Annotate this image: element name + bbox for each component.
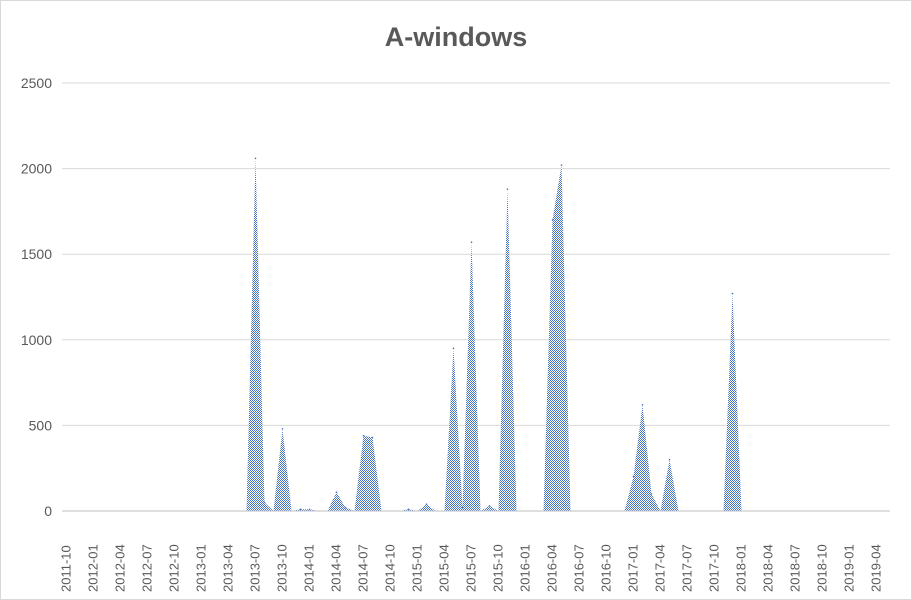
x-axis: 2011-10 2012-01 2012-04 2012-07 2012-10 2013-… [59, 510, 890, 592]
y-tick-label: 2500 [21, 75, 52, 91]
x-tick-label: 2013-07 [248, 544, 263, 592]
x-tick-label: 2014-01 [302, 544, 317, 592]
x-tick-label: 2017-07 [680, 544, 695, 592]
x-tick-label: 2015-10 [491, 544, 506, 592]
data-point [488, 505, 491, 507]
x-tick-label: 2016-07 [572, 544, 587, 592]
x-tick-label: 2016-01 [518, 544, 533, 592]
data-point [641, 404, 644, 406]
x-tick-label: 2013-10 [275, 544, 290, 592]
data-point [560, 164, 563, 166]
y-axis: 0 500 1000 1500 2000 2500 [21, 75, 52, 519]
data-point [362, 434, 365, 437]
x-tick-label: 2014-04 [329, 544, 344, 592]
series-area [66, 157, 886, 511]
x-tick-label: 2015-04 [437, 544, 452, 592]
y-tick-label: 1000 [21, 332, 52, 348]
series-area-path [66, 158, 886, 511]
data-point [731, 292, 734, 295]
x-tick-label: 2012-04 [113, 544, 128, 592]
data-point [650, 493, 653, 495]
y-tick-label: 1500 [21, 246, 52, 262]
data-point [299, 508, 302, 511]
x-tick-label: 2019-01 [842, 544, 857, 592]
data-point [452, 347, 455, 350]
gridlines [62, 82, 890, 426]
x-tick-label: 2018-04 [761, 544, 776, 592]
x-tick-label: 2011-10 [59, 545, 74, 592]
y-tick-label: 500 [29, 417, 53, 433]
data-point [254, 157, 257, 160]
x-tick-label: 2012-01 [86, 544, 101, 592]
x-tick-label: 2018-10 [815, 544, 830, 592]
data-point [407, 508, 410, 511]
data-point [308, 508, 311, 511]
data-point [425, 503, 428, 505]
y-tick-label: 2000 [21, 161, 52, 177]
data-point [335, 491, 338, 493]
x-tick-label: 2016-04 [545, 544, 560, 592]
x-tick-label: 2015-07 [464, 544, 479, 592]
data-point [461, 506, 464, 509]
data-point [506, 188, 509, 190]
data-point [344, 506, 347, 509]
x-tick-label: 2016-10 [599, 544, 614, 592]
data-point [470, 241, 473, 244]
x-tick-label: 2018-07 [788, 544, 803, 592]
x-tick-label: 2018-01 [734, 544, 749, 592]
x-tick-label: 2015-01 [410, 544, 425, 592]
y-tick-label: 0 [44, 503, 52, 519]
x-tick-label: 2014-07 [356, 544, 371, 592]
x-tick-label: 2013-01 [194, 544, 209, 592]
data-point [632, 475, 635, 478]
x-tick-label: 2012-07 [140, 544, 155, 592]
x-tick-label: 2013-04 [221, 544, 236, 592]
data-point [668, 458, 671, 461]
data-point [263, 501, 266, 504]
x-tick-label: 2019-04 [869, 544, 884, 592]
x-tick-label: 2014-10 [383, 544, 398, 592]
x-tick-label: 2017-04 [653, 544, 668, 592]
x-tick-label: 2012-10 [167, 544, 182, 592]
x-tick-label: 2017-01 [626, 544, 641, 592]
data-point [551, 219, 554, 221]
data-point [371, 436, 374, 439]
x-tick-label: 2017-10 [707, 544, 722, 592]
data-point [281, 428, 284, 430]
chart-title: A-windows [384, 22, 528, 52]
